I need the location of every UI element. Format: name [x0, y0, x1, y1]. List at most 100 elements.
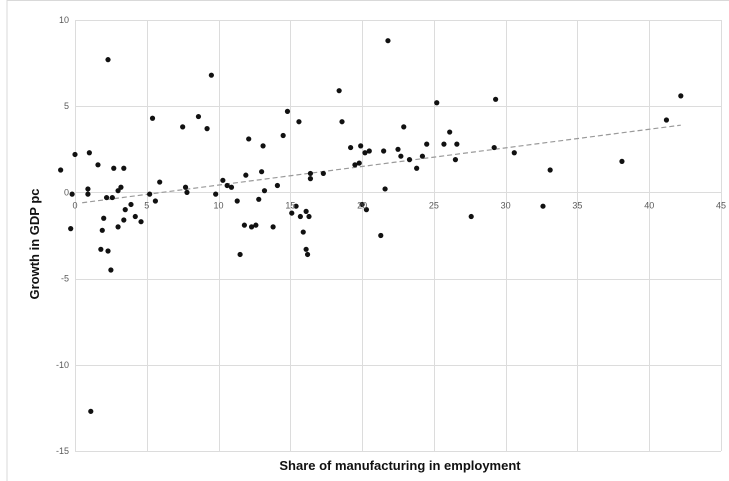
data-point	[180, 124, 186, 130]
y-tick-label: -10	[56, 360, 69, 370]
data-point	[72, 151, 78, 158]
x-tick-label: 0	[72, 200, 77, 210]
data-point	[204, 126, 210, 132]
y-tick-label: 10	[59, 15, 69, 25]
data-point	[213, 191, 219, 197]
data-point	[378, 232, 384, 239]
data-point	[115, 188, 121, 194]
data-point	[419, 153, 426, 159]
data-point	[105, 248, 111, 254]
x-tick-label: 25	[429, 200, 439, 210]
data-point	[228, 184, 235, 190]
data-point	[297, 213, 303, 220]
data-point	[152, 198, 158, 204]
data-point	[85, 186, 91, 192]
data-point	[447, 129, 453, 135]
data-point	[132, 213, 138, 220]
y-tick-label: -15	[56, 446, 69, 456]
y-axis-title: Growth in GDP pc	[27, 189, 42, 300]
data-point	[491, 144, 497, 151]
x-tick-label: 10	[214, 200, 224, 210]
trendline-layer	[82, 124, 681, 204]
data-point	[241, 222, 247, 228]
data-point	[406, 157, 413, 163]
data-point	[248, 224, 255, 230]
data-point	[261, 188, 268, 194]
data-point	[454, 141, 460, 147]
data-point	[246, 136, 252, 142]
data-point	[619, 158, 625, 164]
data-point	[547, 167, 553, 173]
x-tick-label: 15	[285, 200, 295, 210]
data-point	[293, 203, 299, 209]
y-tick-label: 0	[64, 187, 69, 197]
data-point	[401, 124, 407, 130]
data-point	[98, 246, 104, 252]
data-point	[307, 170, 314, 177]
data-point	[339, 119, 345, 125]
data-point	[121, 165, 127, 171]
gridlines	[75, 20, 722, 452]
data-point	[101, 215, 107, 221]
data-point	[284, 108, 291, 114]
data-point	[157, 179, 163, 185]
data-point	[358, 143, 364, 149]
x-tick-label: 35	[572, 200, 582, 210]
data-point	[303, 246, 309, 252]
data-point	[300, 229, 306, 235]
data-point	[678, 93, 684, 99]
data-point	[398, 153, 404, 159]
data-point	[540, 203, 546, 209]
x-tick-label: 5	[144, 200, 149, 210]
data-point	[108, 267, 114, 273]
data-point	[138, 219, 144, 225]
data-point	[320, 170, 326, 177]
data-point	[182, 184, 189, 190]
data-point	[121, 217, 127, 223]
data-points	[58, 38, 684, 414]
x-tick-label: 30	[501, 200, 511, 210]
data-point	[336, 88, 342, 94]
data-point	[118, 184, 124, 190]
data-point	[304, 251, 311, 258]
data-point	[280, 132, 286, 139]
data-point	[224, 182, 230, 189]
data-point	[256, 196, 262, 202]
data-point	[68, 226, 74, 232]
tick-labels: 0 5 10 15 20 25 30 35 40 45 10 5 0 -5 -10 -15	[56, 15, 726, 456]
data-point	[359, 201, 365, 208]
data-point	[195, 113, 202, 120]
data-point	[105, 57, 111, 63]
y-tick-label: 5	[64, 101, 69, 111]
data-point	[103, 194, 110, 201]
data-point	[86, 150, 92, 156]
data-point	[352, 162, 358, 168]
data-point	[95, 162, 101, 168]
data-point	[243, 172, 249, 178]
data-point	[259, 169, 265, 175]
data-point	[109, 194, 115, 201]
data-point	[149, 115, 156, 121]
data-point	[366, 148, 372, 154]
data-point	[99, 227, 105, 233]
data-point	[274, 182, 281, 189]
data-point	[208, 72, 214, 78]
data-point	[348, 144, 354, 151]
data-point	[184, 189, 190, 195]
x-tick-label: 45	[716, 200, 726, 210]
data-point	[69, 191, 75, 197]
data-point	[303, 208, 309, 214]
data-point	[122, 207, 128, 213]
data-point	[296, 119, 302, 125]
data-point	[234, 198, 240, 204]
data-point	[115, 224, 121, 230]
data-point	[468, 213, 474, 220]
data-point	[128, 201, 134, 208]
data-point	[253, 222, 259, 228]
data-point	[452, 157, 459, 163]
data-point	[395, 146, 401, 152]
x-axis-title: Share of manufacturing in employment	[279, 458, 521, 473]
data-point	[381, 148, 387, 154]
